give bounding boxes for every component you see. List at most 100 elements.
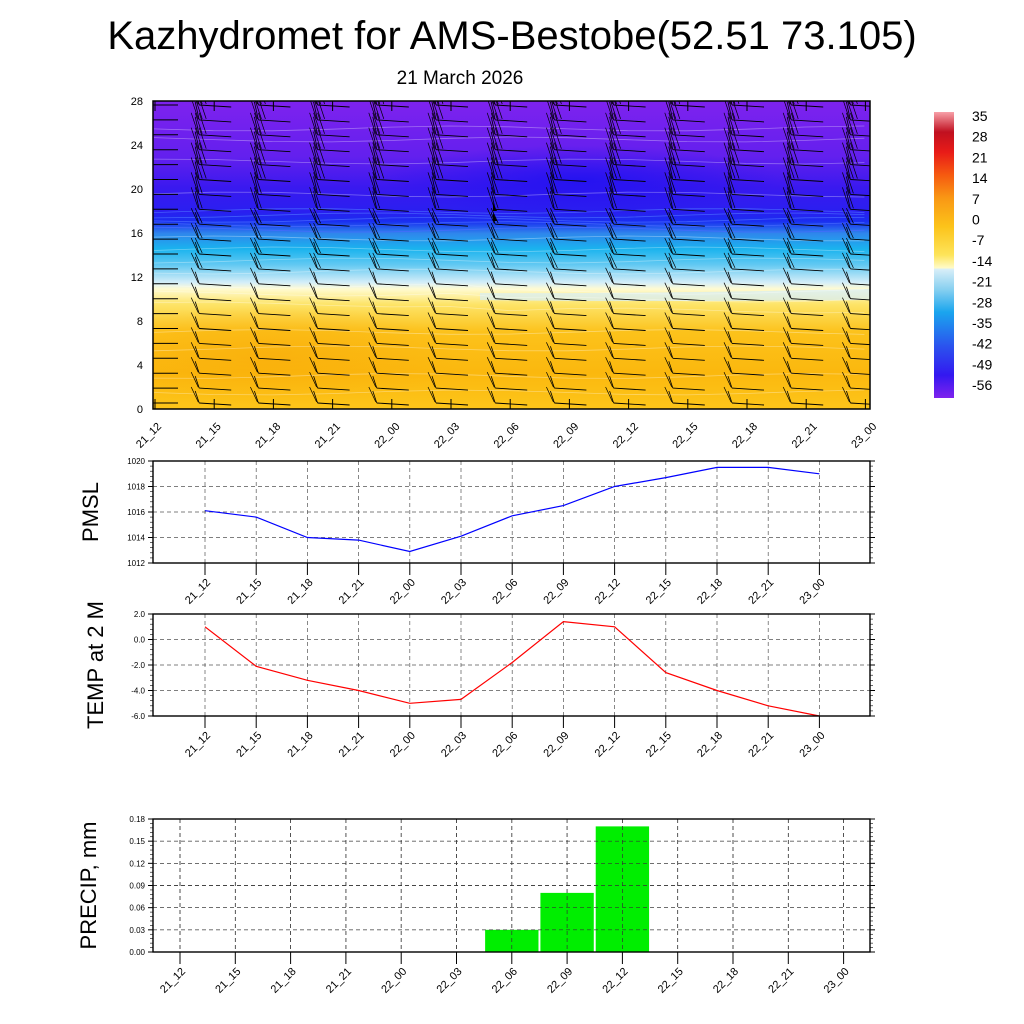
wind-barb xyxy=(842,142,870,167)
colorbar-label: -49 xyxy=(972,356,992,372)
wind-barb xyxy=(546,172,587,197)
wind-barb xyxy=(368,142,409,168)
wind-barb xyxy=(723,187,765,212)
x-tick-label: 22_06 xyxy=(490,730,520,760)
y-tick-label: 0.06 xyxy=(129,904,145,913)
cross-section-x-axis: 21_12 21_15 21_18 21_21 22_00 22_03 22_06 22_09… xyxy=(134,421,879,451)
x-tick-label: 21_15 xyxy=(234,730,264,760)
x-tick-label: 22_15 xyxy=(644,730,674,760)
contour-line xyxy=(153,125,865,132)
wind-barb xyxy=(250,208,291,227)
y-tick-label: 16 xyxy=(131,228,143,240)
wind-barb xyxy=(723,327,765,346)
wind-barb xyxy=(723,237,765,257)
wind-barb xyxy=(842,172,870,197)
wind-barb xyxy=(309,142,350,168)
x-tick-label: 22_18 xyxy=(711,966,741,996)
x-tick-label: 22_06 xyxy=(492,421,522,451)
x-tick-label: 23_00 xyxy=(849,421,879,451)
wind-barb xyxy=(427,172,469,197)
wind-barb xyxy=(427,386,469,406)
y-tick-label: -6.0 xyxy=(131,712,145,721)
wind-barb xyxy=(368,342,409,361)
wind-barb xyxy=(190,127,232,153)
wind-barb xyxy=(190,267,232,287)
wind-barb xyxy=(664,172,705,197)
wind-barb xyxy=(190,208,232,227)
wind-barb xyxy=(486,142,528,168)
wind-barb xyxy=(664,157,705,182)
wind-barb xyxy=(782,297,824,317)
wind-barb xyxy=(723,312,765,331)
wind-barb xyxy=(427,282,469,302)
wind-barb xyxy=(486,112,528,138)
wind-barb xyxy=(664,187,705,212)
wind-barb xyxy=(546,297,587,317)
x-tick-label: 21_15 xyxy=(194,421,224,451)
wind-barb xyxy=(486,267,528,287)
wind-barb xyxy=(546,357,587,376)
wind-barb xyxy=(664,297,705,317)
wind-barb xyxy=(190,342,232,361)
wind-barb xyxy=(256,101,291,108)
x-tick-label: 22_15 xyxy=(644,577,674,607)
wind-barb xyxy=(664,237,705,257)
wind-pennant xyxy=(493,213,497,221)
wind-barb xyxy=(486,127,528,153)
wind-barb xyxy=(605,357,646,376)
x-tick-label: 21_18 xyxy=(285,577,315,607)
contour-line xyxy=(153,301,865,314)
wind-barb xyxy=(368,327,409,346)
wind-barb xyxy=(842,297,870,316)
colorbar-label: -7 xyxy=(972,232,985,248)
panel-frame xyxy=(152,460,871,564)
wind-barb xyxy=(427,327,469,346)
wind-barb xyxy=(782,342,824,361)
wind-barb xyxy=(250,386,291,406)
cross-section-y-axis: 0 4 8 12 16 20 24 28 xyxy=(131,96,143,416)
wind-barb xyxy=(605,172,646,197)
wind-barb xyxy=(250,187,291,212)
y-tick-label: 0.12 xyxy=(129,859,145,868)
wind-barb xyxy=(309,252,350,272)
wind-barb xyxy=(782,112,824,138)
y-tick-label: 1012 xyxy=(127,559,145,568)
x-tick-label: 21_15 xyxy=(213,966,243,996)
wind-barb xyxy=(427,371,469,391)
wind-barb xyxy=(546,312,587,331)
x-tick-label: 22_15 xyxy=(670,421,700,451)
wind-barb xyxy=(605,386,646,406)
wind-barb xyxy=(782,327,824,346)
contour-line xyxy=(153,283,865,295)
wind-barb xyxy=(782,222,824,242)
wind-barb xyxy=(250,142,291,168)
wind-barb xyxy=(605,327,646,346)
wind-barb xyxy=(368,386,409,406)
wind-barb xyxy=(250,357,291,376)
wind-barb xyxy=(309,187,350,212)
wind-barb xyxy=(723,371,765,391)
wind-barb xyxy=(190,222,232,242)
wind-barb xyxy=(842,312,870,331)
wind-barb xyxy=(605,222,646,242)
wind-barb xyxy=(546,386,587,406)
wind-barb xyxy=(605,282,646,302)
y-tick-label: 0.03 xyxy=(129,926,145,935)
x-tick-label: 21_21 xyxy=(337,577,367,607)
wind-barb xyxy=(723,252,765,272)
wind-barb xyxy=(486,357,528,376)
wind-barb xyxy=(848,101,870,107)
wind-barb xyxy=(782,252,824,272)
wind-barb xyxy=(309,157,350,182)
colorbar-labels: 35 28 21 14 7 0 -7 -14 -21 -28 -35 -42 -49 -56 xyxy=(972,108,992,393)
temp-panel: -6.0 -4.0 -2.0 0.0 2.0 21_12 21_15 21_18 21_21 22… xyxy=(83,601,875,760)
wind-barb xyxy=(664,312,705,331)
wind-barb xyxy=(664,282,705,302)
wind-barb xyxy=(374,101,409,108)
x-tick-label: 22_09 xyxy=(551,421,581,451)
x-tick-label: 22_06 xyxy=(490,966,520,996)
colorbar-label: -21 xyxy=(972,274,992,290)
wind-barb xyxy=(427,187,469,212)
wind-barb xyxy=(427,342,469,361)
x-tick-label: 22_03 xyxy=(435,966,465,996)
